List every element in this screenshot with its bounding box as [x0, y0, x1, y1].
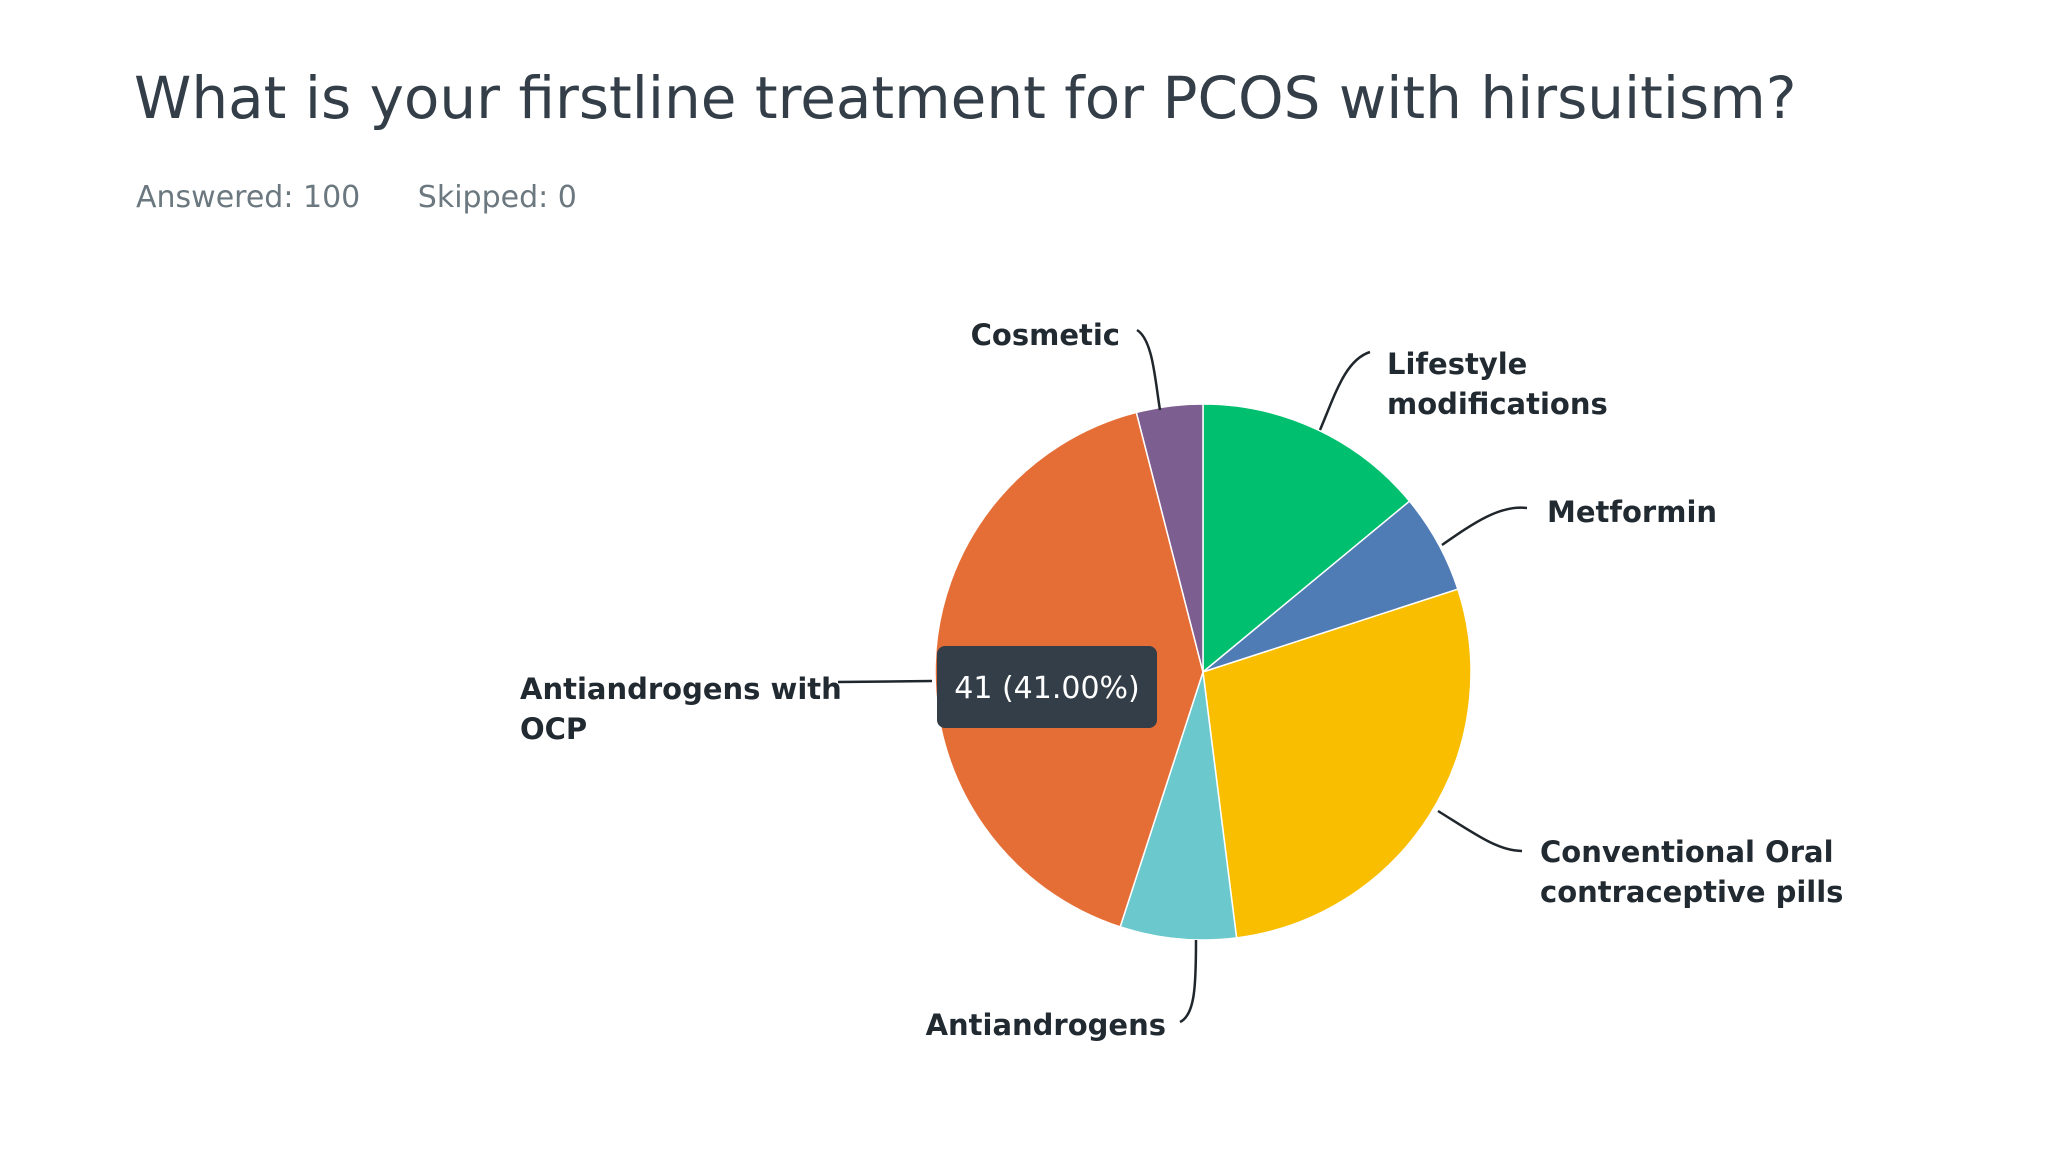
leader-line-antiandrogens-with-ocp	[837, 679, 933, 684]
value-tooltip: 41 (41.00%)	[937, 646, 1157, 728]
response-stats: Answered: 100 Skipped: 0	[136, 180, 625, 215]
slice-label-line: Conventional Oral	[1540, 835, 1834, 869]
pie-slice-conventional-oral-contraceptive-pills[interactable]	[1202, 588, 1472, 939]
pie-slice-cosmetic[interactable]	[1135, 403, 1204, 673]
slice-label-cosmetic: Cosmetic	[971, 318, 1120, 352]
leader-line-cosmetic	[1136, 328, 1162, 411]
slice-label-line: OCP	[520, 712, 587, 746]
answered-count: Answered: 100	[136, 180, 361, 215]
pie-slice-antiandrogens[interactable]	[1119, 671, 1238, 941]
slice-label-metformin: Metformin	[1547, 495, 1717, 529]
leader-line-lifestyle-modifications	[1318, 350, 1371, 431]
slice-label-line: contraceptive pills	[1540, 875, 1843, 909]
slice-label-line: Metformin	[1547, 495, 1717, 529]
tooltip-text: 41 (41.00%)	[954, 671, 1140, 706]
slice-labels: Lifestyle modifications Metformin Conventio…	[520, 318, 1843, 1042]
question-title: What is your firstline treatment for PCO…	[134, 64, 1797, 132]
slice-label-conventional-oral-contraceptive-pills: Conventional Oral contraceptive pills	[1540, 835, 1843, 909]
pie-slice-lifestyle-modifications[interactable]	[1202, 403, 1411, 674]
leader-line-metformin	[1441, 506, 1528, 547]
slice-label-lifestyle-modifications: Lifestyle modifications	[1387, 347, 1608, 421]
slice-label-antiandrogens: Antiandrogens	[926, 1008, 1166, 1042]
tooltip-box	[937, 646, 1157, 728]
leader-line-antiandrogens	[1179, 939, 1198, 1024]
slice-label-line: Lifestyle	[1387, 347, 1527, 381]
leader-line-conventional-oral-contraceptive-pills	[1437, 809, 1523, 853]
slice-label-line: Cosmetic	[971, 318, 1120, 352]
slice-label-line: modifications	[1387, 387, 1608, 421]
slice-label-line: Antiandrogens with	[520, 672, 842, 706]
slice-label-antiandrogens-with-ocp: Antiandrogens with OCP	[520, 672, 842, 746]
skipped-count: Skipped: 0	[417, 180, 577, 215]
slice-label-line: Antiandrogens	[926, 1008, 1166, 1042]
leader-lines	[837, 328, 1528, 1024]
